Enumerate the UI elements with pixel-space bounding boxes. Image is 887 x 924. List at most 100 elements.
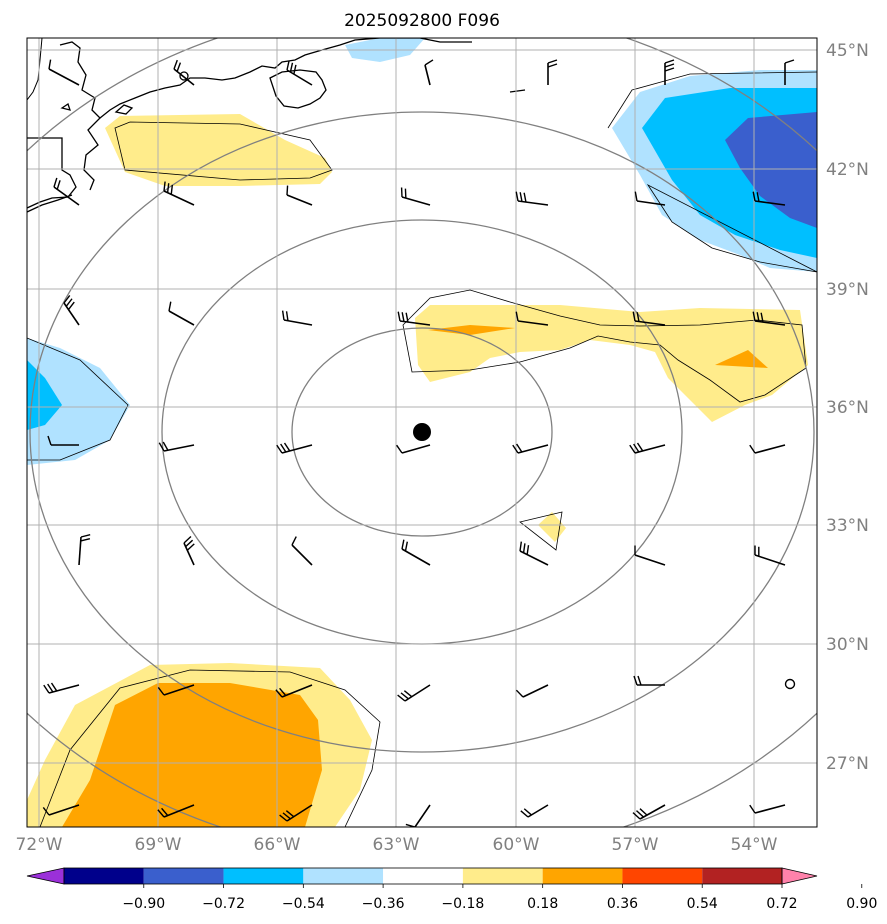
latitude-tick-label: 33°N <box>826 516 869 536</box>
colorbar-segment <box>622 868 703 884</box>
wind-barb <box>53 177 80 206</box>
wind-barb <box>401 539 431 566</box>
storm-center-marker <box>413 423 431 441</box>
wind-barb <box>63 295 80 326</box>
latitude-tick-labels: 45°N 42°N 39°N 36°N 33°N 30°N 27°N <box>826 41 869 774</box>
coastline <box>27 38 526 213</box>
colorbar-tick-label: 0.36 <box>607 896 638 912</box>
wind-barb <box>276 442 313 454</box>
wind-barb <box>173 59 195 86</box>
wind-barb <box>157 684 195 696</box>
wind-barb <box>520 804 549 818</box>
positive-anomaly-fill-southwest <box>27 663 372 827</box>
longitude-tick-labels: 72°W 69°W 66°W 63°W 60°W 57°W 54°W <box>16 835 778 855</box>
longitude-tick-label: 66°W <box>254 835 301 855</box>
colorbar-segment <box>64 868 144 884</box>
negative-anomaly-fill-northeast <box>612 70 817 272</box>
colorbar-extend-low <box>26 867 65 885</box>
latitude-tick-label: 42°N <box>826 160 869 180</box>
colorbar-tick-label: 0.18 <box>527 896 558 912</box>
colorbar-tick-label: −0.54 <box>282 896 325 912</box>
wind-barb <box>279 804 313 822</box>
wind-barb <box>519 541 549 566</box>
colorbar-segment <box>462 868 543 884</box>
wind-barb <box>749 444 786 454</box>
colorbar-tick-label: 0.72 <box>766 896 797 912</box>
wind-barb <box>275 684 313 698</box>
longitude-tick-label: 63°W <box>373 835 420 855</box>
colorbar-extend-high <box>781 867 818 885</box>
wind-barb <box>749 804 786 814</box>
colorbar-segment <box>542 868 623 884</box>
wind-barb <box>424 59 434 86</box>
longitude-tick-label: 72°W <box>16 835 63 855</box>
longitude-tick-label: 69°W <box>135 835 182 855</box>
latitude-tick-label: 27°N <box>826 754 869 774</box>
wind-barbs <box>42 59 795 827</box>
wind-barb <box>396 444 431 454</box>
latitude-tick-label: 45°N <box>826 41 869 61</box>
longitude-tick-label: 60°W <box>493 835 540 855</box>
latitude-tick-label: 39°N <box>826 280 869 300</box>
wind-barb <box>183 536 195 566</box>
wind-barb <box>286 185 313 206</box>
wind-barb <box>286 60 313 86</box>
colorbar-tick-label: −0.18 <box>441 896 484 912</box>
wind-barb <box>281 310 313 326</box>
wind-barb <box>168 301 195 326</box>
latitude-tick-label: 36°N <box>826 398 869 418</box>
wind-barb <box>43 682 80 694</box>
map-title: 2025092800 F096 <box>344 11 500 31</box>
colorbar-segment <box>303 868 384 884</box>
wind-barb <box>48 59 80 86</box>
wind-barb <box>664 59 675 85</box>
wind-barb <box>547 59 558 85</box>
wind-barb <box>632 311 666 326</box>
colorbar-segment <box>383 868 463 884</box>
colorbar: −0.90 −0.72 −0.54 −0.36 −0.18 0.18 0.36 0.54 0.7… <box>26 867 877 912</box>
wind-barb <box>163 181 195 206</box>
colorbar-tick-label: 0.90 <box>846 896 877 912</box>
anomaly-contour-lines <box>27 71 817 827</box>
colorbar-segment <box>143 868 224 884</box>
colorbar-segment <box>223 868 304 884</box>
positive-anomaly-fill-center <box>415 305 808 542</box>
wind-barb <box>397 311 431 326</box>
colorbar-tick-label: 0.54 <box>687 896 718 912</box>
wind-barb <box>752 311 786 326</box>
colorbar-segment <box>702 868 782 884</box>
gridlines <box>27 38 817 827</box>
longitude-tick-label: 54°W <box>731 835 778 855</box>
wind-barb <box>512 443 549 454</box>
wind-barb <box>47 435 79 446</box>
wind-barb <box>632 804 666 820</box>
positive-anomaly-fill-north <box>105 114 332 186</box>
wind-barb <box>400 187 431 206</box>
wind-barb <box>158 441 195 452</box>
colorbar-tick-label: −0.90 <box>122 896 165 912</box>
wind-barb <box>629 442 666 454</box>
colorbar-tick-label: −0.72 <box>202 896 245 912</box>
latitude-tick-label: 30°N <box>826 635 869 655</box>
calm-wind-circle <box>784 678 796 690</box>
wind-barb <box>397 684 431 702</box>
wind-barb <box>515 684 549 698</box>
longitude-tick-label: 57°W <box>612 835 659 855</box>
wind-barb <box>634 545 666 566</box>
wind-barb <box>634 191 666 206</box>
wind-barb <box>291 536 313 566</box>
colorbar-tick-label: −0.36 <box>362 896 405 912</box>
wind-barb <box>784 59 795 85</box>
wind-barb <box>515 191 549 206</box>
wind-barb <box>78 533 91 566</box>
borders <box>27 38 43 101</box>
wind-barb <box>42 804 80 816</box>
wind-barb <box>752 191 786 206</box>
wind-barb <box>515 311 549 326</box>
map-frame <box>26 37 818 828</box>
wind-barb <box>633 675 665 686</box>
wind-barb <box>157 804 195 818</box>
